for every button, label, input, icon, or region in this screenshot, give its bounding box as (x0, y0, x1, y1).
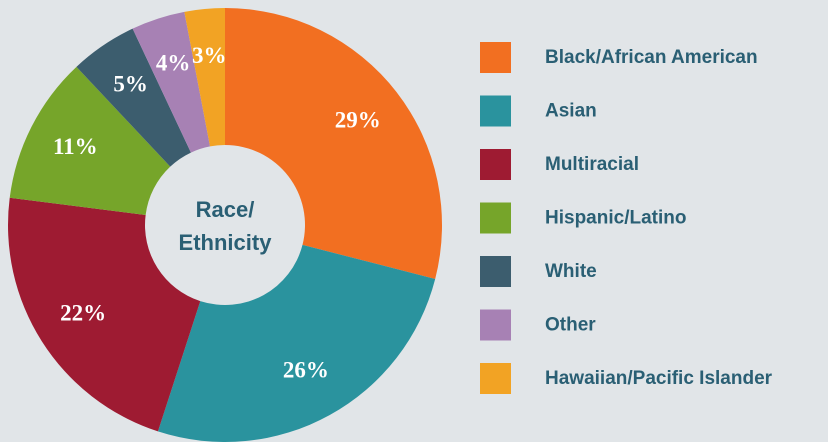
legend-label: White (545, 261, 597, 282)
slice (76, 28, 191, 167)
data-label: 5% (113, 71, 148, 96)
data-label: 29% (335, 107, 381, 132)
legend-swatch (480, 202, 511, 234)
slice (157, 244, 436, 442)
data-label: 22% (60, 300, 106, 325)
data-label: 11% (53, 134, 98, 159)
legend-swatch (480, 95, 511, 127)
legend-label: Black/African American (545, 47, 758, 68)
slice (132, 11, 211, 153)
slice (225, 8, 443, 279)
legend-swatch (480, 309, 511, 341)
data-label: 4% (156, 51, 191, 76)
legend-swatch (480, 149, 511, 180)
slice (7, 197, 201, 432)
legend-label: Hispanic/Latino (545, 208, 686, 229)
legend-label: Multiracial (545, 154, 639, 175)
data-label: 3% (192, 43, 227, 68)
legend-swatch (480, 256, 511, 287)
center-label: Race/ (196, 197, 255, 222)
center-label: Ethnicity (179, 230, 273, 255)
legend-label: Asian (545, 101, 597, 122)
legend-swatch (480, 42, 511, 73)
slice (9, 66, 171, 215)
data-label: 26% (283, 358, 329, 383)
legend-label: Other (545, 315, 596, 336)
legend-swatch (480, 363, 511, 394)
slice (184, 8, 225, 147)
legend-label: Hawaiian/Pacific Islander (545, 368, 773, 389)
